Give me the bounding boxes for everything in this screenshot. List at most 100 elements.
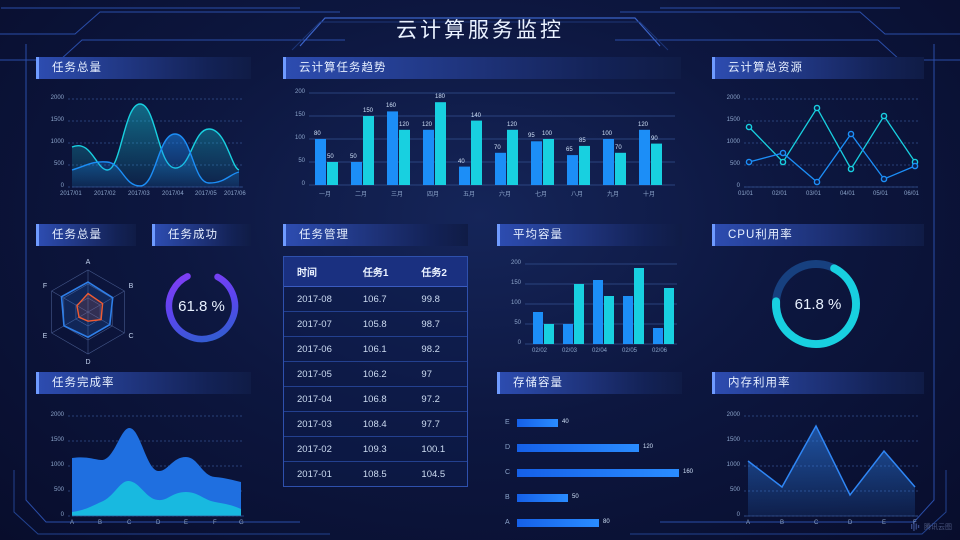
total-resource-svg xyxy=(744,98,919,188)
ytick: 150 xyxy=(510,280,521,286)
chart-memory-usage: 2000 1500 1000 500 0 A B C D E F xyxy=(712,394,924,534)
watermark-label: 腾讯云图 xyxy=(924,523,952,531)
ytick: 1500 xyxy=(726,117,740,123)
ytick: 0 xyxy=(517,340,521,346)
xtick: 2017/05 xyxy=(195,191,217,197)
ytick: 1500 xyxy=(726,437,740,443)
table-row[interactable]: 2017-05 106.2 97 xyxy=(284,361,467,387)
xtick: 02/04 xyxy=(592,348,608,354)
xtick: 02/03 xyxy=(562,348,578,354)
bar-value: 160 xyxy=(386,103,397,109)
cell-task1: 109.3 xyxy=(349,436,409,462)
task-success-donut xyxy=(165,269,239,343)
panel-title-memory-usage: 内存利用率 xyxy=(712,372,924,394)
chart-task-trend: 200 150 100 50 0 80 50 50 150 160 120 12… xyxy=(283,79,681,204)
xtick: 2017/01 xyxy=(60,191,82,197)
page-title: 云计算服务监控 xyxy=(396,19,564,42)
ytick: 2000 xyxy=(50,412,64,418)
avg-capacity-svg xyxy=(525,263,677,345)
radar-axis-label: B xyxy=(129,283,134,290)
chart-total-resource: 2000 1500 1000 500 0 01/01 02/01 03/01 0… xyxy=(712,79,924,204)
xtick: 一月 xyxy=(319,192,332,198)
chart-storage-capacity: E D C B A 40 120 160 50 80 xyxy=(497,394,693,534)
chart-task-total: 2000 1500 1000 500 0 2017/01 2017/02 201… xyxy=(36,79,251,204)
cell-task2: 100.1 xyxy=(408,436,467,462)
xtick: 十月 xyxy=(643,192,656,198)
table-row[interactable]: 2017-06 106.1 98.2 xyxy=(284,336,467,362)
table-row[interactable]: 2017-03 108.4 97.7 xyxy=(284,411,467,437)
chart-radar: A B C D E F xyxy=(36,246,136,371)
table-row[interactable]: 2017-07 105.8 98.7 xyxy=(284,311,467,337)
xtick: 2017/06 xyxy=(224,191,246,197)
panel-title-storage-capacity: 存储容量 xyxy=(497,372,682,394)
panel-title-task-manage: 任务管理 xyxy=(283,224,468,246)
table-row[interactable]: 2017-02 109.3 100.1 xyxy=(284,436,467,462)
bar-value: 120 xyxy=(507,122,518,128)
radar-axis-label: C xyxy=(128,333,133,340)
cell-time: 2017-03 xyxy=(284,411,350,437)
radar-axis-label: E xyxy=(43,333,48,340)
bar-value: 80 xyxy=(603,519,610,525)
xtick: 02/01 xyxy=(772,191,788,197)
xtick: F xyxy=(913,520,917,526)
bar-value: 90 xyxy=(651,136,658,142)
chart-avg-capacity: 200 150 100 50 0 02/02 02/03 02/04 02/05… xyxy=(497,246,682,366)
storage-capacity-svg xyxy=(517,419,679,527)
bar-value: 160 xyxy=(683,469,694,475)
panel-title-task-success: 任务成功 xyxy=(152,224,251,246)
task-table-wrapper[interactable]: 时间 任务1 任务2 2017-08 106.7 99.8 2017-07 10… xyxy=(283,256,468,487)
xtick: F xyxy=(213,520,217,526)
watermark: 腾讯云图 xyxy=(910,521,952,532)
bar-value: 100 xyxy=(542,131,553,137)
panel-title-avg-capacity: 平均容量 xyxy=(497,224,682,246)
table-row[interactable]: 2017-04 106.8 97.2 xyxy=(284,386,467,412)
ytick: 2000 xyxy=(726,95,740,101)
xtick: E xyxy=(882,520,887,526)
chart-task-complete: 2000 1500 1000 500 0 A B C D E F G xyxy=(36,394,251,534)
ytick: 1500 xyxy=(50,437,64,443)
xtick: 九月 xyxy=(607,192,620,198)
ytick: D xyxy=(505,444,511,451)
chart-task-success-gauge: 61.8 % xyxy=(152,246,251,371)
task-total-svg xyxy=(68,98,243,188)
xtick: G xyxy=(239,520,244,526)
task-success-value: 61.8 % xyxy=(178,298,225,315)
cell-task2: 104.5 xyxy=(421,468,446,480)
ytick: C xyxy=(505,469,511,476)
cell-task1: 106.1 xyxy=(349,336,409,362)
logo-icon xyxy=(911,522,920,531)
cell-task2: 99.8 xyxy=(408,286,467,312)
cell-time: 2017-05 xyxy=(284,361,350,387)
bar-value: 50 xyxy=(572,494,579,500)
panel-cpu-usage: CPU利用率 61.8 % xyxy=(712,224,924,371)
bar-value: 100 xyxy=(602,131,613,137)
panel-title-task-total-radar: 任务总量 xyxy=(36,224,136,246)
cell-task2: 97 xyxy=(408,361,467,387)
xtick: B xyxy=(98,520,103,526)
ytick: 0 xyxy=(736,512,740,518)
table-row[interactable]: 2017-08 106.7 99.8 xyxy=(284,286,467,312)
xtick: 二月 xyxy=(355,192,368,198)
panel-task-trend: 云计算任务趋势 200 150 100 50 xyxy=(283,57,681,204)
bar-value: 95 xyxy=(528,133,535,139)
radar-axis-label: D xyxy=(85,359,90,366)
ytick: 500 xyxy=(53,161,64,167)
bar-value: 120 xyxy=(638,122,649,128)
panel-memory-usage: 内存利用率 2000 1500 1000 500 0 A B C D E F xyxy=(712,372,924,534)
col-time: 时间 xyxy=(284,257,350,287)
panel-title-task-total: 任务总量 xyxy=(36,57,251,79)
bar-value: 70 xyxy=(615,145,622,151)
cpu-donut xyxy=(772,260,860,348)
cpu-usage-value: 61.8 % xyxy=(794,296,842,313)
task-manage-body: 时间 任务1 任务2 2017-08 106.7 99.8 2017-07 10… xyxy=(283,246,468,487)
xtick: 2017/03 xyxy=(128,191,150,197)
bar-value: 180 xyxy=(435,94,446,100)
cell-time: 2017-04 xyxy=(284,386,350,412)
xtick: 05/01 xyxy=(873,191,889,197)
task-table[interactable]: 时间 任务1 任务2 2017-08 106.7 99.8 2017-07 10… xyxy=(284,257,467,486)
table-row[interactable]: 2017-01 108.5 104.5 xyxy=(284,462,467,487)
bar-value: 65 xyxy=(566,147,573,153)
col-task1: 任务1 xyxy=(349,257,409,287)
xtick: A xyxy=(70,520,75,526)
xtick: C xyxy=(127,520,132,526)
